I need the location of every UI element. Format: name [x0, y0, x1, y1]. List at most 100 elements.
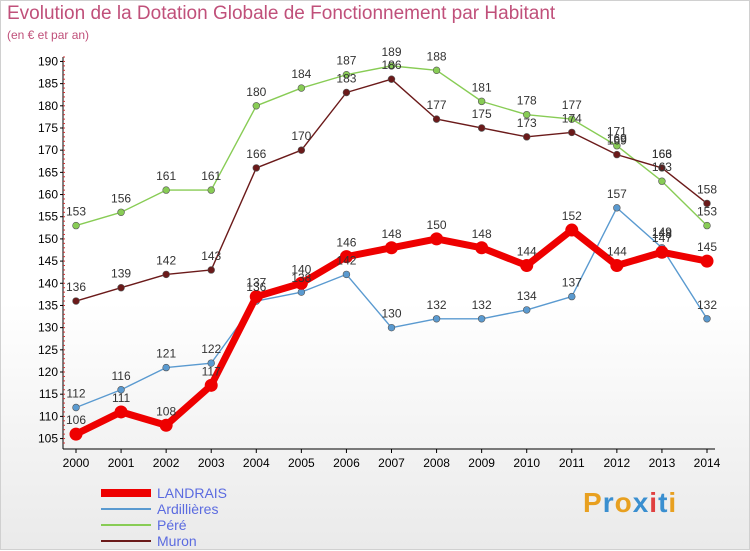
- data-label: 111: [112, 391, 131, 405]
- data-label: 161: [201, 169, 221, 183]
- data-label: 181: [472, 80, 492, 94]
- data-label: 146: [336, 236, 356, 250]
- data-label: 138: [291, 271, 311, 285]
- axes: 105 110 115 120 125 130 135 140 145 150 155 160 165 1…: [38, 54, 721, 470]
- data-label: 156: [111, 191, 131, 205]
- legend-swatch: [101, 540, 151, 542]
- logo-letter: t: [658, 487, 669, 518]
- data-label-extra: 166: [652, 147, 672, 161]
- data-point: [387, 62, 396, 70]
- data-point: [613, 142, 621, 150]
- data-point: [523, 133, 531, 141]
- data-point: [297, 84, 306, 92]
- data-point: [117, 208, 125, 216]
- data-label: 122: [201, 342, 221, 356]
- data-point: [432, 115, 441, 123]
- data-point: [432, 66, 441, 75]
- logo-letter: i: [649, 487, 659, 518]
- x-tick-label: 2008: [423, 456, 450, 470]
- data-label: 158: [697, 182, 717, 196]
- x-tick-label: 2014: [694, 456, 721, 470]
- data-label: 137: [562, 276, 582, 290]
- data-point: [568, 292, 576, 301]
- x-tick-label: 2002: [153, 456, 180, 470]
- data-point: [520, 259, 534, 273]
- y-tick-label: 170: [38, 143, 58, 157]
- data-label: 142: [336, 253, 356, 267]
- data-point: [159, 418, 173, 432]
- data-point: [613, 204, 621, 212]
- y-tick-label: 160: [38, 188, 58, 202]
- data-point: [387, 75, 396, 83]
- x-tick-label: 2005: [288, 456, 315, 470]
- legend-label: Ardillières: [157, 501, 219, 517]
- data-point: [252, 164, 260, 172]
- legend-label: Muron: [157, 533, 197, 549]
- data-label: 170: [291, 129, 311, 143]
- legend-swatch: [101, 524, 151, 526]
- data-label: 147: [652, 231, 672, 245]
- legend-item-pere[interactable]: Péré: [101, 517, 301, 533]
- data-label: 144: [607, 245, 627, 259]
- data-label: 187: [336, 54, 356, 68]
- chart-title: Evolution de la Dotation Globale de Fonc…: [7, 3, 556, 24]
- data-label: 132: [697, 298, 717, 312]
- data-point: [117, 284, 125, 292]
- data-point: [72, 297, 80, 305]
- y-tick-label: 120: [38, 365, 58, 379]
- data-label: 144: [517, 245, 537, 259]
- data-point: [658, 164, 666, 172]
- x-tick-label: 2009: [468, 456, 495, 470]
- data-label: 189: [381, 45, 401, 59]
- proxiti-logo: Proxiti: [583, 487, 677, 519]
- data-label: 143: [201, 249, 221, 263]
- legend-item-ardillieres[interactable]: Ardillières: [101, 501, 301, 517]
- data-point: [655, 245, 669, 259]
- y-tick-label: 125: [38, 343, 58, 357]
- data-point: [162, 186, 170, 194]
- data-point: [297, 146, 306, 154]
- data-label: 174: [562, 111, 582, 125]
- data-point: [294, 276, 308, 290]
- y-tick-label: 135: [38, 298, 58, 312]
- x-tick-label: 2003: [198, 456, 225, 470]
- data-label: 145: [697, 240, 717, 254]
- data-label: 132: [427, 298, 447, 312]
- data-label: 180: [246, 85, 266, 99]
- data-label: 130: [381, 307, 401, 321]
- data-point: [703, 315, 711, 323]
- data-label: 184: [291, 67, 311, 81]
- data-label: 152: [562, 209, 582, 223]
- data-point: [207, 266, 215, 274]
- data-point: [700, 254, 714, 268]
- data-label: 150: [427, 218, 447, 232]
- legend-item-landrais[interactable]: LANDRAIS: [101, 485, 301, 501]
- data-point: [342, 270, 351, 279]
- data-label: 137: [246, 276, 266, 290]
- data-point: [568, 128, 576, 137]
- x-tick-label: 2011: [559, 456, 585, 470]
- data-label: 163: [652, 147, 672, 161]
- legend-swatch: [101, 508, 151, 510]
- data-label: 134: [517, 289, 537, 303]
- data-label: 169: [607, 134, 627, 148]
- data-point: [703, 199, 711, 208]
- data-label: 112: [66, 387, 85, 401]
- data-label: 136: [246, 280, 266, 294]
- y-tick-label: 145: [38, 254, 58, 268]
- legend-swatch: [101, 489, 151, 497]
- data-point: [207, 359, 215, 367]
- logo-letter: r: [602, 487, 615, 518]
- data-label: 161: [156, 169, 176, 183]
- data-label: 139: [111, 267, 131, 281]
- data-label: 142: [156, 253, 176, 267]
- legend-label: LANDRAIS: [157, 485, 228, 501]
- data-label: 148: [652, 227, 672, 241]
- data-point: [703, 221, 711, 230]
- legend-item-muron[interactable]: Muron: [101, 533, 301, 549]
- data-point: [613, 150, 621, 159]
- value-labels: 112 116 121 122 136 138 142 130 132 132 134 137 157 1…: [66, 45, 717, 427]
- y-tick-label: 155: [38, 210, 58, 224]
